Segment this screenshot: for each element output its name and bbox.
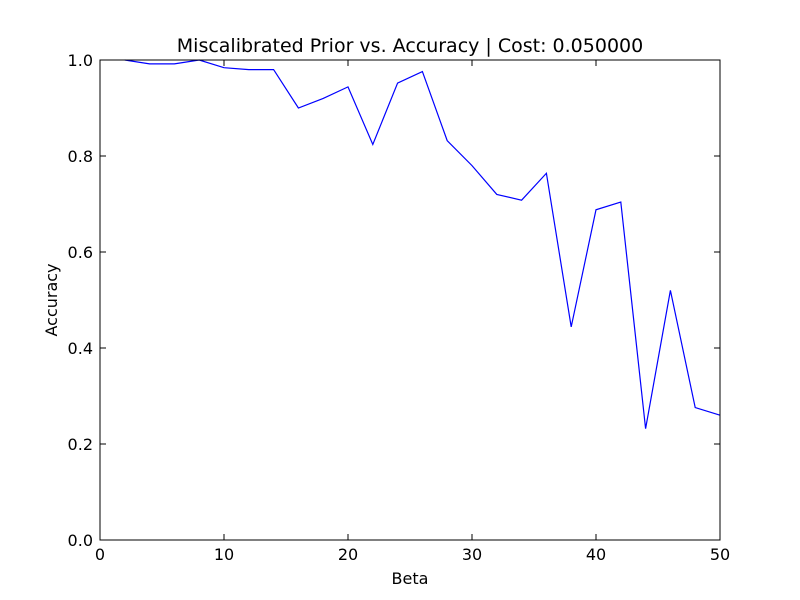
y-tick-label: 1.0	[68, 51, 93, 70]
x-tick-label: 10	[214, 545, 234, 564]
x-tick-label: 20	[338, 545, 358, 564]
y-tick-label: 0.4	[68, 339, 93, 358]
y-tick-label: 0.0	[68, 531, 93, 550]
x-tick-label: 50	[710, 545, 730, 564]
series-line-0	[124, 59, 721, 429]
y-tick-label: 0.8	[68, 147, 93, 166]
y-tick-label: 0.6	[68, 243, 93, 262]
y-axis-title: Accuracy	[42, 263, 61, 336]
plot-area: 0 10 20 30 40 50 0.0 0.2 0.4 0.6 0.8 1.0	[68, 51, 731, 564]
x-axis-title: Beta	[392, 569, 429, 588]
plot-frame	[99, 59, 721, 541]
x-tick-label: 40	[586, 545, 606, 564]
y-tick-label: 0.2	[68, 435, 93, 454]
chart-title: Miscalibrated Prior vs. Accuracy | Cost:…	[177, 35, 643, 57]
x-tick-label: 30	[462, 545, 482, 564]
x-tick-label: 0	[95, 545, 105, 564]
